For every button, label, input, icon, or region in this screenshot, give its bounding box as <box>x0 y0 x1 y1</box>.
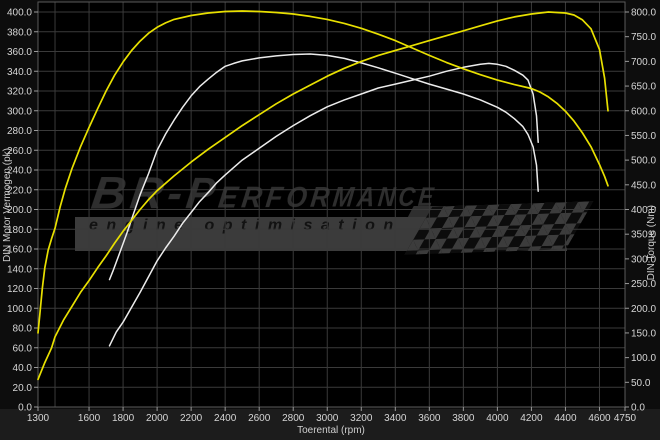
y-left-tick-label: 180.0 <box>7 225 32 236</box>
y-left-tick-label: 120.0 <box>7 284 32 295</box>
x-tick-label: 3800 <box>452 413 475 424</box>
curve-stock-torque <box>108 53 539 281</box>
tick-marks <box>34 11 629 411</box>
x-tick-label: 4600 <box>588 413 611 424</box>
y-left-tick-label: 400.0 <box>7 8 32 19</box>
y-right-tick-label: 0.0 <box>631 403 645 414</box>
y-left-tick-label: 320.0 <box>7 87 32 98</box>
y-left-tick-label: 20.0 <box>13 383 33 394</box>
y-right-tick-label: 600.0 <box>631 106 656 117</box>
x-tick-label: 4200 <box>520 413 543 424</box>
x-tick-label: 4400 <box>554 413 577 424</box>
y-right-tick-label: 250.0 <box>631 279 656 290</box>
y-axis-title-power: DIN Motor Vermogen (pk) <box>2 148 13 262</box>
y-right-tick-label: 750.0 <box>631 32 656 43</box>
y-right-tick-label: 150.0 <box>631 328 656 339</box>
curve-stock-power <box>108 62 539 347</box>
y-left-tick-label: 300.0 <box>7 106 32 117</box>
y-right-tick-label: 700.0 <box>631 57 656 68</box>
y-right-tick-label: 100.0 <box>631 353 656 364</box>
y-left-tick-label: 380.0 <box>7 27 32 38</box>
x-tick-label: 1300 <box>27 413 50 424</box>
y-left-tick-label: 0.0 <box>18 403 32 414</box>
x-tick-label: 4750 <box>614 413 637 424</box>
gridlines <box>38 2 625 407</box>
y-left-tick-label: 60.0 <box>13 343 33 354</box>
x-tick-label: 3400 <box>384 413 407 424</box>
x-tick-label: 1800 <box>112 413 135 424</box>
x-axis-strip <box>0 409 660 440</box>
y-right-tick-label: 550.0 <box>631 131 656 142</box>
y-right-tick-label: 500.0 <box>631 156 656 167</box>
y-left-tick-label: 140.0 <box>7 264 32 275</box>
y-left-tick-label: 40.0 <box>13 363 33 374</box>
y-right-tick-label: 50.0 <box>631 378 651 389</box>
y-left-tick-label: 100.0 <box>7 304 32 315</box>
y-axis-title-torque: DIN Torque (Nm) <box>646 205 657 281</box>
curve-tuned-torque <box>37 10 609 334</box>
x-tick-label: 2400 <box>214 413 237 424</box>
y-left-tick-label: 360.0 <box>7 47 32 58</box>
x-axis-title: Toerental (rpm) <box>297 425 365 436</box>
x-tick-label: 2600 <box>248 413 271 424</box>
y-left-tick-label: 280.0 <box>7 126 32 137</box>
x-tick-label: 2200 <box>180 413 203 424</box>
y-left-tick-label: 200.0 <box>7 205 32 216</box>
y-right-tick-label: 450.0 <box>631 180 656 191</box>
x-tick-label: 3200 <box>350 413 373 424</box>
y-right-tick-label: 200.0 <box>631 304 656 315</box>
y-right-tick-label: 400.0 <box>631 205 656 216</box>
x-tick-label: 4000 <box>486 413 509 424</box>
y-left-tick-label: 160.0 <box>7 245 32 256</box>
x-tick-label: 3000 <box>316 413 339 424</box>
x-tick-label: 1600 <box>78 413 101 424</box>
tick-labels: 1300 1600 1800 2000 2200 2400 2600 2800 3000 3200… <box>7 8 656 425</box>
y-left-tick-label: 80.0 <box>13 324 33 335</box>
x-tick-label: 3600 <box>418 413 441 424</box>
y-right-tick-label: 800.0 <box>631 8 656 19</box>
y-right-tick-label: 650.0 <box>631 82 656 93</box>
y-left-tick-label: 240.0 <box>7 166 32 177</box>
y-left-tick-label: 260.0 <box>7 146 32 157</box>
curve-tuned-power <box>37 11 609 381</box>
x-tick-label: 2000 <box>146 413 169 424</box>
y-right-tick-label: 300.0 <box>631 254 656 265</box>
y-left-tick-label: 340.0 <box>7 67 32 78</box>
x-tick-label: 2800 <box>282 413 305 424</box>
y-left-tick-label: 220.0 <box>7 185 32 196</box>
y-right-tick-label: 350.0 <box>631 230 656 241</box>
plot-border <box>37 1 626 408</box>
